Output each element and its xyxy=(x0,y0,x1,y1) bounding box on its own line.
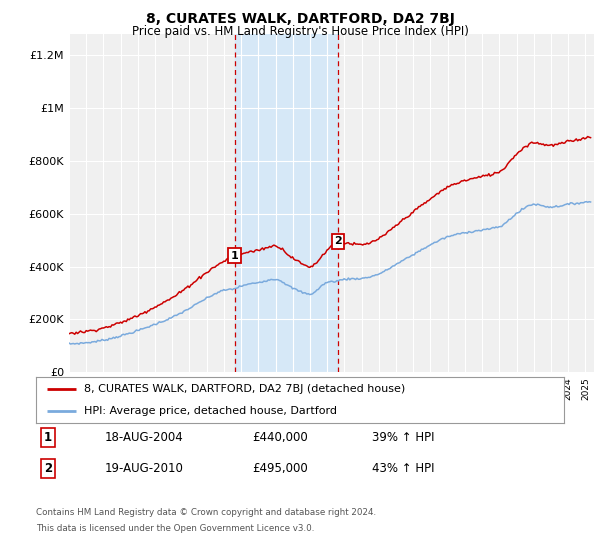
Text: 1: 1 xyxy=(231,251,239,261)
Text: This data is licensed under the Open Government Licence v3.0.: This data is licensed under the Open Gov… xyxy=(36,524,314,533)
Text: 18-AUG-2004: 18-AUG-2004 xyxy=(105,431,184,445)
Bar xyxy=(235,34,338,372)
Text: 8, CURATES WALK, DARTFORD, DA2 7BJ: 8, CURATES WALK, DARTFORD, DA2 7BJ xyxy=(146,12,454,26)
Text: 1: 1 xyxy=(44,431,52,445)
Text: £440,000: £440,000 xyxy=(252,431,308,445)
Text: Contains HM Land Registry data © Crown copyright and database right 2024.: Contains HM Land Registry data © Crown c… xyxy=(36,508,376,517)
Text: 39% ↑ HPI: 39% ↑ HPI xyxy=(372,431,434,445)
Text: 2: 2 xyxy=(44,462,52,475)
Text: 8, CURATES WALK, DARTFORD, DA2 7BJ (detached house): 8, CURATES WALK, DARTFORD, DA2 7BJ (deta… xyxy=(83,384,405,394)
Text: £495,000: £495,000 xyxy=(252,462,308,475)
Text: 2: 2 xyxy=(334,236,342,246)
Text: Price paid vs. HM Land Registry's House Price Index (HPI): Price paid vs. HM Land Registry's House … xyxy=(131,25,469,38)
Text: 19-AUG-2010: 19-AUG-2010 xyxy=(105,462,184,475)
Text: HPI: Average price, detached house, Dartford: HPI: Average price, detached house, Dart… xyxy=(83,406,337,416)
Text: 43% ↑ HPI: 43% ↑ HPI xyxy=(372,462,434,475)
